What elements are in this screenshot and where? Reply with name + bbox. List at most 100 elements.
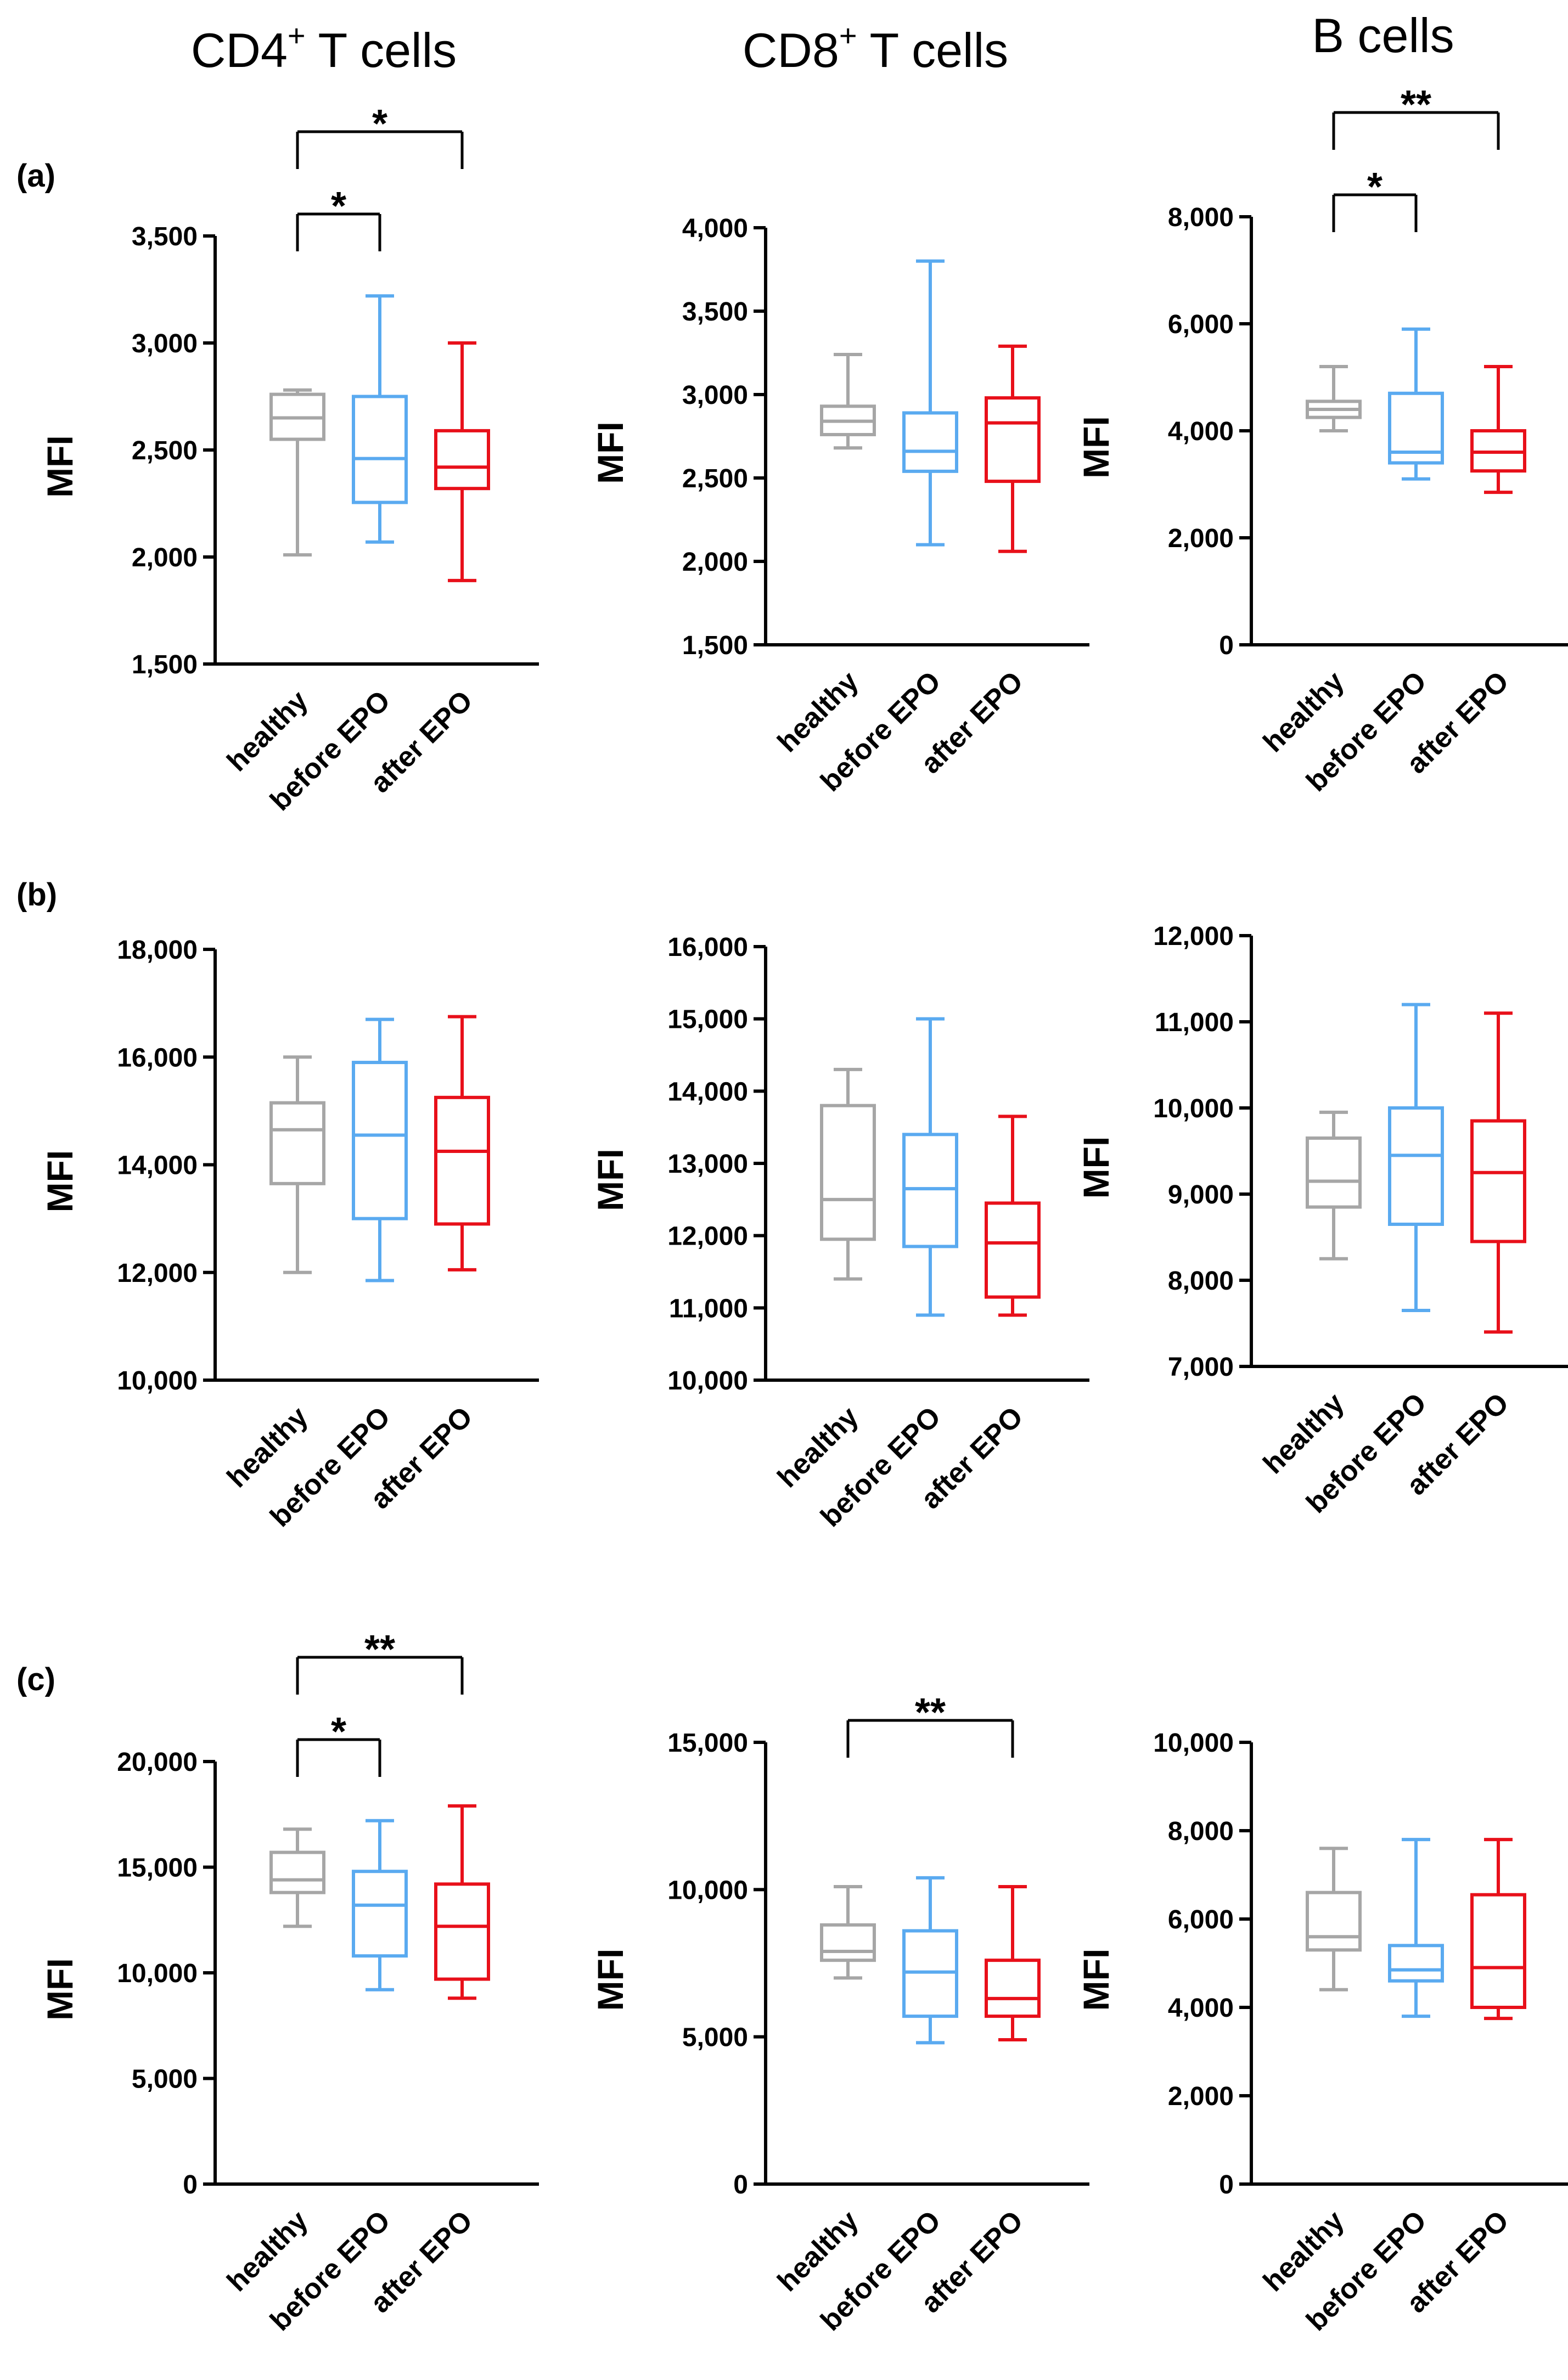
- y-tick-label: 8,000: [1168, 203, 1234, 232]
- row-labels: (a) (b) (c): [16, 158, 57, 1697]
- y-tick-label: 14,000: [667, 1077, 748, 1106]
- y-axis-label: MFI: [40, 435, 80, 498]
- box-after-EPO: [1470, 365, 1526, 494]
- y-tick-label: 0: [183, 2170, 198, 2199]
- y-axis-label: MFI: [1076, 1949, 1116, 2011]
- y-tick-label: 2,000: [1168, 524, 1234, 553]
- y-tick-label: 5,000: [132, 2065, 198, 2094]
- y-tick-label: 16,000: [667, 933, 748, 962]
- iqr-box: [985, 1959, 1041, 2018]
- y-tick-label: 5,000: [682, 2023, 748, 2052]
- panels: 1,5002,0002,5003,0003,500MFIhealthybefor…: [40, 83, 1568, 2337]
- y-tick-label: 3,500: [682, 297, 748, 327]
- box-after-EPO: [1470, 1011, 1526, 1334]
- y-tick-label: 1,500: [682, 631, 748, 660]
- significance-label: *: [1367, 165, 1382, 209]
- y-tick-label: 10,000: [117, 1959, 198, 1988]
- y-tick-label: 0: [1219, 631, 1234, 660]
- y-tick-label: 4,000: [1168, 417, 1234, 446]
- y-axis-label: MFI: [590, 1949, 631, 2011]
- significance-label: **: [915, 1691, 946, 1735]
- iqr-box: [985, 1201, 1041, 1299]
- panel-a-cd8: 1,5002,0002,5003,0003,5004,000MFIhealthy…: [590, 214, 1089, 798]
- y-tick-label: 2,000: [682, 548, 748, 577]
- axes: 1,500 2,000 2,500 3,000 3,500 4,000: [682, 214, 1089, 660]
- significance-bracket: *: [1332, 165, 1418, 232]
- column-header-cd8: CD8+ T cells: [743, 18, 1008, 77]
- box-after-EPO: [985, 344, 1041, 553]
- iqr-box: [434, 1882, 490, 1981]
- box-healthy: [269, 1827, 325, 1928]
- significance-bracket: *: [296, 102, 464, 169]
- y-tick-label: 6,000: [1168, 310, 1234, 339]
- axes: 10,000 12,000 14,000 16,000 18,000: [117, 936, 539, 1396]
- y-tick-label: 11,000: [669, 1294, 748, 1323]
- box-before-EPO: [902, 1876, 958, 2045]
- box-healthy: [820, 353, 876, 450]
- iqr-box: [820, 1104, 876, 1241]
- y-tick-label: 14,000: [117, 1151, 198, 1180]
- iqr-box: [434, 429, 490, 491]
- panel-b-cd4: 10,00012,00014,00016,00018,000MFIhealthy…: [40, 936, 539, 1533]
- iqr-box: [1470, 1119, 1526, 1244]
- axes: 0 2,000 4,000 6,000 8,000: [1168, 203, 1568, 660]
- axes: 10,000 11,000 12,000 13,000 14,000 15,000 16,0…: [667, 933, 1089, 1396]
- significance-bracket: *: [296, 1710, 381, 1777]
- y-tick-label: 20,000: [117, 1748, 198, 1777]
- y-tick-label: 12,000: [667, 1222, 748, 1251]
- y-tick-label: 2,000: [132, 543, 198, 572]
- y-tick-label: 2,500: [132, 436, 198, 465]
- y-tick-label: 8,000: [1168, 1267, 1234, 1296]
- y-tick-label: 8,000: [1168, 1817, 1234, 1846]
- significance-label: *: [372, 102, 387, 146]
- box-healthy: [1306, 365, 1362, 432]
- significance-bracket: **: [1332, 83, 1500, 150]
- y-tick-label: 10,000: [667, 1366, 748, 1396]
- significance-bracket: *: [296, 184, 381, 251]
- axes: 7,000 8,000 9,000 10,000 11,000 12,000: [1153, 922, 1568, 1382]
- iqr-box: [1388, 1944, 1444, 1983]
- y-tick-label: 4,000: [1168, 1994, 1234, 2023]
- y-axis-label: MFI: [590, 1149, 631, 1211]
- y-tick-label: 12,000: [1153, 922, 1234, 951]
- box-before-EPO: [1388, 327, 1444, 481]
- y-tick-label: 4,000: [682, 214, 748, 243]
- iqr-box: [902, 411, 958, 473]
- y-tick-label: 7,000: [1168, 1353, 1234, 1382]
- y-axis-label: MFI: [590, 421, 631, 484]
- axes: 0 5,000 10,000 15,000: [667, 1729, 1089, 2199]
- y-tick-label: 2,000: [1168, 2082, 1234, 2111]
- iqr-box: [1470, 1893, 1526, 2010]
- box-after-EPO: [434, 341, 490, 582]
- y-tick-label: 15,000: [117, 1854, 198, 1883]
- box-healthy: [1306, 1110, 1362, 1261]
- iqr-box: [352, 1870, 408, 1958]
- y-tick-label: 0: [733, 2170, 748, 2199]
- y-tick-label: 10,000: [117, 1366, 198, 1396]
- panel-c-b: 02,0004,0006,0008,00010,000MFIhealthybef…: [1076, 1729, 1568, 2337]
- iqr-box: [1306, 1136, 1362, 1209]
- box-healthy: [269, 1055, 325, 1274]
- iqr-box: [269, 1101, 325, 1185]
- significance-bracket: **: [846, 1691, 1014, 1758]
- significance-label: *: [331, 1710, 346, 1754]
- panel-c-cd4: 05,00010,00015,00020,000MFIhealthybefore…: [40, 1628, 539, 2337]
- box-healthy: [820, 1884, 876, 1980]
- y-axis-label: MFI: [40, 1150, 80, 1213]
- column-header-cd4: CD4+ T cells: [191, 18, 457, 77]
- y-tick-label: 16,000: [117, 1043, 198, 1072]
- y-tick-label: 1,500: [132, 650, 198, 679]
- significance-label: **: [1401, 83, 1431, 127]
- box-before-EPO: [352, 1017, 408, 1282]
- y-axis-label: MFI: [40, 1958, 80, 2021]
- iqr-box: [352, 395, 408, 504]
- panel-b-b: 7,0008,0009,00010,00011,00012,000MFIheal…: [1076, 922, 1568, 1520]
- iqr-box: [1388, 1106, 1444, 1226]
- box-before-EPO: [1388, 1003, 1444, 1312]
- y-tick-label: 10,000: [667, 1876, 748, 1905]
- y-tick-label: 15,000: [667, 1005, 748, 1034]
- y-tick-label: 11,000: [1155, 1008, 1234, 1037]
- y-tick-label: 13,000: [667, 1150, 748, 1179]
